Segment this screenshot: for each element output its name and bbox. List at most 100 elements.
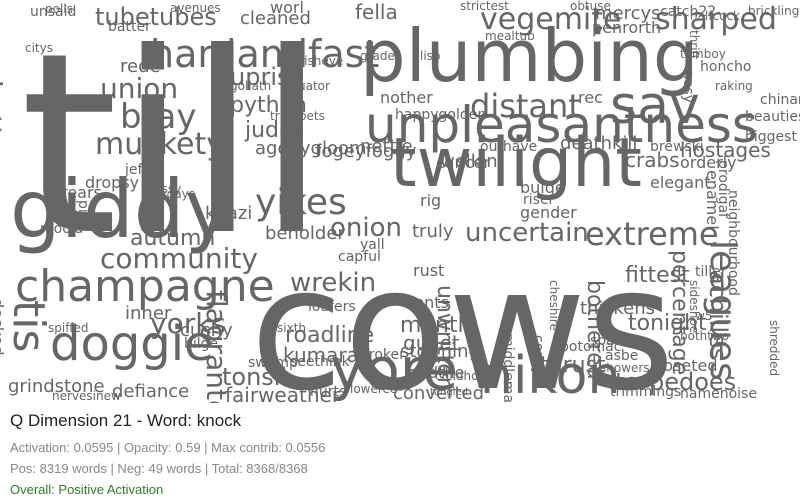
cloud-word: lowered (350, 382, 398, 396)
cloud-word: nosy (680, 70, 696, 104)
cloud-word: unpleasantness (365, 96, 758, 154)
cloud-word: python (230, 93, 307, 118)
cloud-word: uprise (230, 63, 305, 91)
cloud-word: betterworse (0, 80, 8, 250)
cloud-word: nikon (480, 346, 621, 403)
cloud-word: rede (120, 56, 161, 77)
cloud-word: godthe (408, 363, 465, 382)
cloud-word: tonsil (222, 363, 288, 391)
cloud-word: dropsy (85, 173, 140, 192)
cloud-word: obtuse (570, 0, 611, 13)
cloud-word: spiffed (48, 321, 89, 335)
cloud-word: tiller (695, 264, 727, 280)
cloud-word: torpedoes (615, 368, 737, 396)
cloud-word: cancer (436, 153, 490, 172)
cloud-word: beauties (745, 109, 800, 125)
cloud-word: tents (408, 293, 449, 312)
cloud-word: khazi (205, 203, 253, 224)
cloud-word: sassy (148, 182, 182, 196)
cloud-word: jeff (125, 162, 148, 178)
cloud-word: holidays (145, 187, 195, 201)
cloud-word: plumbing (360, 14, 699, 98)
cloud-word: vegemite (480, 2, 622, 37)
cloud-word: inner (125, 303, 172, 324)
cloud-word: onion (330, 213, 402, 243)
cloud-word: equator (283, 79, 330, 93)
cloud-word: riser (523, 192, 555, 208)
cloud-word: broker (360, 347, 405, 363)
cloud-word: fella (355, 0, 398, 24)
cloud-word: tubetubes (95, 3, 217, 31)
cloud-word: community (100, 242, 258, 275)
cloud-word: rig (420, 191, 442, 210)
cloud-word: yall (360, 237, 385, 253)
cloud-word: cows (250, 231, 676, 403)
cloud-word: union (100, 72, 179, 105)
cloud-word: batter (108, 19, 151, 35)
cloud-word: swamp (248, 355, 298, 371)
cloud-word: hurts (310, 384, 347, 400)
cloud-word: nother (380, 88, 433, 107)
cloud-word: muckety (95, 127, 225, 162)
cloud-word: fisheye (300, 54, 344, 68)
cloud-word: mercys (595, 3, 661, 24)
activation-status: Overall: Positive Activation (10, 482, 164, 497)
cloud-word: orderly (680, 153, 737, 172)
cloud-word: wrekin (290, 268, 377, 298)
cloud-word: yikes (255, 182, 347, 223)
cloud-word: brewski (650, 139, 704, 155)
cloud-word: crabs (625, 148, 680, 172)
cloud-word: cleaned (240, 8, 311, 29)
cloud-word: potomac (560, 339, 622, 355)
cloud-word: honcho (700, 59, 752, 75)
cloud-word: defiance (112, 381, 190, 402)
cloud-word: tangled (430, 387, 469, 398)
cloud-word: goliath (230, 79, 272, 93)
cloud-word: judas (245, 118, 304, 143)
cloud-word: grindstone (8, 376, 105, 397)
cloud-word: childhood (435, 369, 494, 383)
cloud-word: bulge (520, 178, 565, 197)
cloud-word: brickling (748, 4, 800, 18)
cloud-word: asbe (605, 348, 639, 364)
cloud-word: tomboy (680, 47, 726, 61)
cloud-word: bilge (184, 336, 219, 352)
cloud-word: welkin (440, 151, 498, 172)
cloud-word: cushy (180, 320, 233, 341)
cloud-word: biggest (745, 129, 797, 145)
cloud-word: converted (393, 383, 485, 403)
cloud-word: loafers (308, 299, 356, 315)
stats-line: Activation: 0.0595 | Opacity: 0.59 | Max… (10, 440, 326, 455)
cloud-word: halfcock (690, 9, 741, 23)
cloud-word: capful (338, 249, 381, 265)
cloud-word: hostages (680, 138, 771, 162)
cloud-word: fairweather (225, 383, 341, 403)
cloud-word: avenues (170, 1, 221, 15)
cloud-word: rust (413, 261, 445, 280)
cloud-word: nettle (360, 136, 413, 157)
cloud-word: catch22 (660, 4, 717, 20)
cloud-word: outhave (480, 139, 538, 155)
cloud-word: gender (520, 203, 577, 222)
cloud-word: thickens (580, 298, 656, 319)
cloud-word: happygolden (395, 107, 487, 123)
cloud-word: cheshire (547, 280, 561, 331)
cloud-word: decked (0, 298, 7, 356)
cloud-word: tonight (628, 311, 707, 336)
cloud-word: extreme (585, 215, 719, 253)
cloud-word: till (20, 0, 327, 290)
cloud-word: tis (3, 300, 54, 353)
cloud-word: raking (715, 79, 753, 93)
cloud-word: doggie (50, 316, 214, 372)
cloud-word: worl (270, 0, 304, 17)
cloud-word: showers (600, 361, 650, 375)
cloud-word: autumn (130, 226, 216, 251)
cloud-word: strictest (460, 0, 509, 13)
cloud-word: hardandfast (150, 32, 380, 76)
cloud-word: gullet (403, 331, 460, 355)
cloud-word: rec (578, 88, 603, 107)
cloud-word: trumpets (270, 109, 325, 123)
cloud-word: roadline (285, 323, 375, 348)
cloud-word: distant (470, 87, 581, 125)
cloud-word: agonygloom (255, 138, 367, 159)
